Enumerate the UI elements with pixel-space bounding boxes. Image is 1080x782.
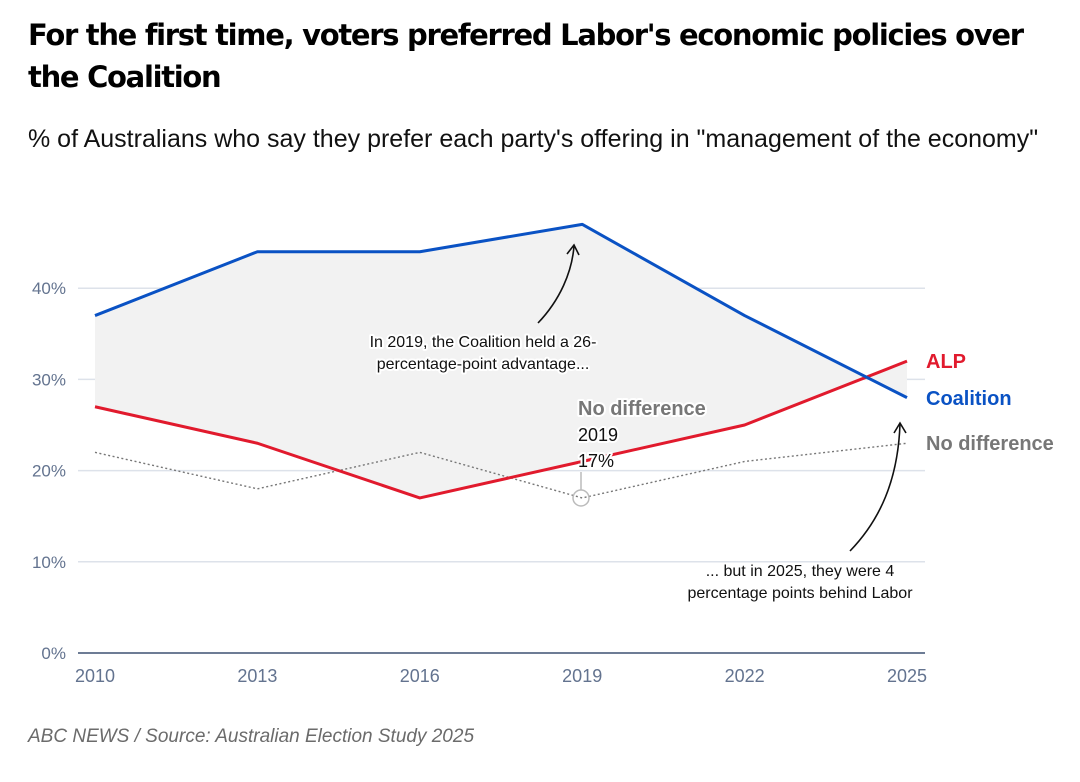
series-line-coalition	[94, 222, 908, 399]
tooltip-year: 2019	[578, 425, 618, 445]
x-tick-label: 2016	[400, 666, 440, 686]
y-axis-ticks: 0% 10% 20% 30% 40%	[32, 279, 66, 663]
x-tick-label: 2022	[725, 666, 765, 686]
tooltip-marker	[572, 489, 590, 507]
y-tick-label: 40%	[32, 279, 66, 298]
annotation-2025-line1: ... but in 2025, they were 4	[706, 563, 895, 580]
series-label-no-difference: No difference	[926, 433, 1054, 455]
tooltip-value: 17%	[578, 451, 614, 471]
tooltip-series: No difference	[578, 398, 706, 420]
y-tick-label: 0%	[41, 644, 66, 663]
x-tick-label: 2010	[75, 666, 115, 686]
series-line-alp	[94, 359, 908, 500]
annotation-arrow-2019	[537, 243, 580, 324]
source-footer: ABC NEWS / Source: Australian Election S…	[28, 726, 475, 747]
annotation-2019-line2: percentage-point advantage...	[377, 356, 590, 373]
series-lines	[94, 222, 908, 500]
x-tick-label: 2013	[237, 666, 277, 686]
tooltip-no-difference-2019: No difference 2019 17%	[572, 396, 708, 507]
chart-title: For the first time, voters preferred Lab…	[28, 18, 1024, 94]
series-label-alp: ALP	[926, 351, 966, 373]
series-label-coalition: Coalition	[926, 388, 1012, 410]
chart-subtitle: % of Australians who say they prefer eac…	[28, 125, 1039, 153]
annotation-2019-line1: In 2019, the Coalition held a 26-	[370, 334, 597, 351]
x-axis-ticks: 2010 2013 2016 2019 2022 2025	[75, 666, 927, 686]
annotation-arrow-2025	[849, 421, 907, 552]
x-tick-label: 2025	[887, 666, 927, 686]
y-tick-label: 10%	[32, 553, 66, 572]
annotation-2025-line2: percentage points behind Labor	[687, 585, 913, 602]
y-tick-label: 20%	[32, 462, 66, 481]
x-tick-label: 2019	[562, 666, 602, 686]
y-tick-label: 30%	[32, 370, 66, 389]
